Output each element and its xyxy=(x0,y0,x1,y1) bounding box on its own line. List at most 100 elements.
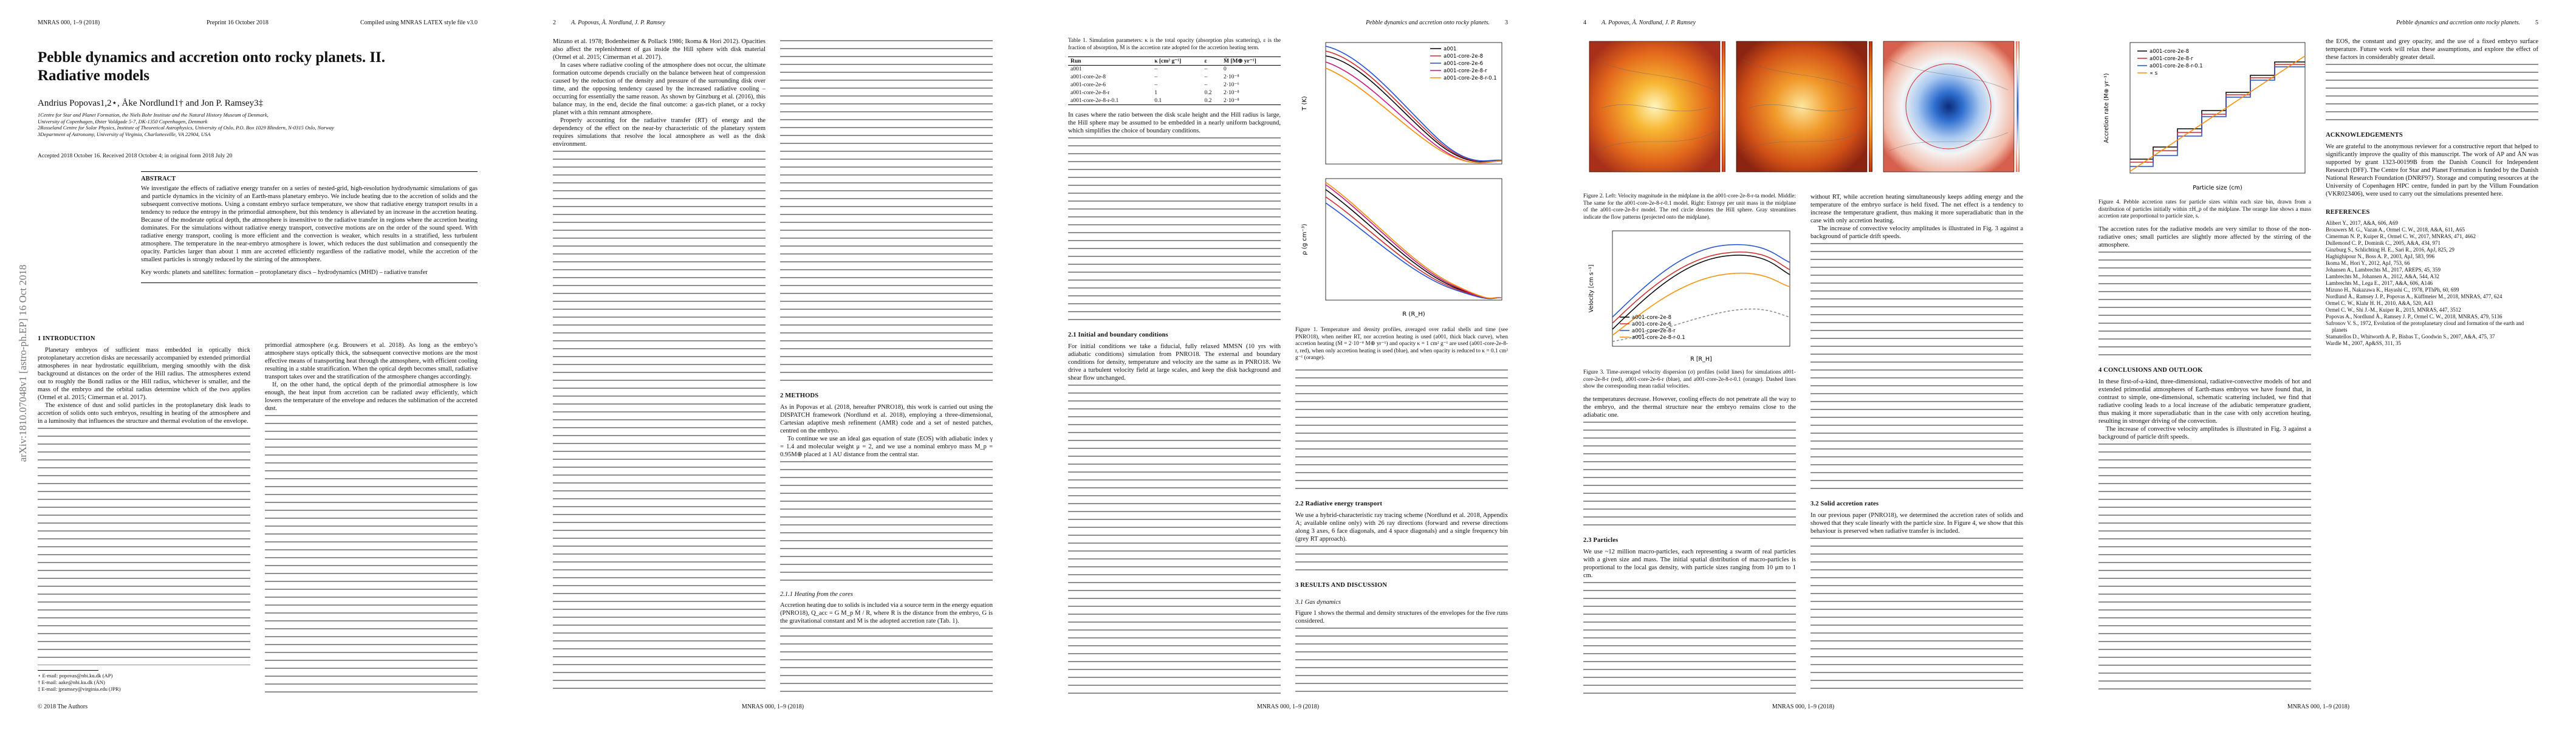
paragraph: We use ~12 million macro-particles, each… xyxy=(1583,548,1796,579)
abstract-text: We investigate the effects of radiative … xyxy=(141,185,478,263)
legend-label: a001-core-2e-8 xyxy=(1632,315,1671,321)
affiliation: University of Copenhagen, Øster Voldgade… xyxy=(38,118,208,125)
table-cell: 0.2 xyxy=(1204,89,1212,96)
paragraph: Properly accounting for the radiative tr… xyxy=(553,117,766,148)
axis-label: R [R_H] xyxy=(1690,356,1712,363)
table-header: κ [cm² g⁻¹] xyxy=(1154,58,1182,64)
column: a001 a001-core-2e-8 a001-core-2e-6 a001-… xyxy=(1295,38,1508,694)
text-lines xyxy=(1295,366,1508,493)
reference: Mizuno H., Nakazawa K., Hayashi C., 1978… xyxy=(2326,287,2459,293)
text-lines xyxy=(2098,248,2311,360)
section-heading: 2 METHODS xyxy=(780,392,819,399)
figure-1: a001 a001-core-2e-8 a001-core-2e-6 a001-… xyxy=(1301,42,1502,318)
page-4: 4 A. Popovas, Å. Nordlund, J. P. Ramsey … xyxy=(1546,0,2061,729)
section-heading: ACKNOWLEDGEMENTS xyxy=(2326,132,2403,139)
table-cell: 0.1 xyxy=(1154,97,1162,104)
page-1: MNRAS 000, 1–9 (2018) Preprint 16 Octobe… xyxy=(0,0,515,729)
legend-label: a001-core-2e-8-r xyxy=(1632,328,1676,334)
journal: MNRAS 000, 1–9 (2018) xyxy=(38,19,100,26)
table-cell: – xyxy=(1154,66,1157,72)
affiliation: 2Rosseland Centre for Solar Physics, Ins… xyxy=(38,125,334,131)
section-heading: 3 RESULTS AND DISCUSSION xyxy=(1295,581,1388,589)
section-heading: 4 CONCLUSIONS AND OUTLOOK xyxy=(2098,366,2203,374)
text-lines xyxy=(1810,535,2023,694)
section-heading: REFERENCES xyxy=(2326,209,2370,216)
paragraph: without RT, while accretion heating simu… xyxy=(1810,194,2023,224)
abstract: ABSTRACT We investigate the effects of r… xyxy=(141,171,478,283)
text-lines xyxy=(265,412,478,693)
table-row: a001-core-2e-8-r 1 0.2 2·10⁻⁸ xyxy=(1068,89,1281,97)
text-lines xyxy=(780,459,993,585)
column: primordial atmosphere (e.g. Brouwers et … xyxy=(265,341,478,693)
table-header: ε xyxy=(1204,58,1207,64)
table-row: a001-core-2e-6 – – 2·10⁻⁶ xyxy=(1068,81,1281,89)
table-cell: – xyxy=(1204,81,1208,88)
axis-label: ρ (g cm⁻³) xyxy=(1301,224,1308,255)
footnotes: ⋆ E-mail: popovas@nbi.ku.dk (AP) † E-mai… xyxy=(38,673,250,693)
reference: Ikoma M., Hori Y., 2012, ApJ, 753, 66 xyxy=(2326,260,2410,266)
figure-caption: Figure 3. Time-averaged velocity dispers… xyxy=(1583,369,1796,389)
table-header: Run xyxy=(1070,58,1081,64)
reference: Ginzburg S., Schlichting H. E., Sari R.,… xyxy=(2326,247,2454,253)
legend-label: a001-core-2e-8-r xyxy=(2150,56,2193,62)
page-5: Pebble dynamics and accretion onto rocky… xyxy=(2061,0,2576,729)
text-lines xyxy=(38,425,250,665)
section-heading: 2.1 Initial and boundary conditions xyxy=(1068,332,1168,338)
legend-label: a001-core-2e-8-r-0.1 xyxy=(2150,63,2203,69)
affiliation: 3Department of Astronomy, University of … xyxy=(38,131,211,137)
footnote: ‡ E-mail: jpramsey@virginia.edu (JPR) xyxy=(38,686,121,692)
affiliation: 1Centre for Star and Planet Formation, t… xyxy=(38,112,269,118)
text-lines xyxy=(1583,579,1796,694)
legend-label: a001-core-2e-8 xyxy=(1444,53,1483,60)
column: a001-core-2e-8 a001-core-2e-8-r a001-cor… xyxy=(2098,38,2311,694)
paragraph: In cases where the ratio between the dis… xyxy=(1068,112,1281,134)
reference: Cimerman N. P., Kuiper R., Ormel C. W., … xyxy=(2326,233,2476,239)
column: Mizuno et al. 1978; Bodenheimer & Pollac… xyxy=(553,38,766,694)
footnote: † E-mail: aake@nbi.ku.dk (ÅN) xyxy=(38,679,105,685)
table-cell: a001-core-2e-8-r-0.1 xyxy=(1070,97,1119,104)
text-lines xyxy=(1295,542,1508,575)
footer: MNRAS 000, 1–9 (2018) xyxy=(741,703,804,710)
reference: Wardle M., 2007, Ap&SS, 311, 35 xyxy=(2326,340,2401,346)
paragraph: To continue we use an ideal gas equation… xyxy=(780,436,993,458)
table-row: a001-core-2e-8-r-0.1 0.1 0.2 2·10⁻⁸ xyxy=(1068,97,1281,105)
page-number: 4 xyxy=(1583,19,1586,26)
table-cell: a001-core-2e-8 xyxy=(1070,74,1106,80)
table-row: a001 – – 0 xyxy=(1068,66,1281,74)
reference: Ormel C. W., Shi J.-M., Kuiper R., 2015,… xyxy=(2326,307,2461,313)
reference: Alibert Y., 2017, A&A, 606, A69 xyxy=(2326,220,2399,226)
authors: Andrius Popovas1,2⋆, Åke Nordlund1† and … xyxy=(38,98,264,108)
footer: MNRAS 000, 1–9 (2018) xyxy=(1256,703,1320,710)
running-head: A. Popovas, Å. Nordlund, J. P. Ramsey xyxy=(571,19,665,26)
table-header: Ṁ [M⊕ yr⁻¹] xyxy=(1224,58,1256,64)
paragraph: Planetary embryos of sufficient mass emb… xyxy=(38,347,250,401)
legend-label: a001-core-2e-6 xyxy=(1632,321,1671,327)
paragraph: Figure 1 shows the thermal and density s… xyxy=(1295,609,1508,625)
figure-caption: Figure 2. Left: Velocity magnitude in th… xyxy=(1583,193,1796,221)
table-cell: 2·10⁻⁸ xyxy=(1224,74,1239,80)
axis-label: T (K) xyxy=(1301,96,1308,111)
reference: Nordlund Å., Ramsey J. P., Popovas A., K… xyxy=(2326,293,2502,299)
figure-4: a001-core-2e-8 a001-core-2e-8-r a001-cor… xyxy=(2103,42,2306,191)
table-cell: 2·10⁻⁸ xyxy=(1224,98,1239,104)
figure-2 xyxy=(1589,41,2019,173)
axis-label: Accretion rate (M⊕ yr⁻¹) xyxy=(2103,74,2110,143)
table-cell: 2·10⁻⁸ xyxy=(1224,90,1239,96)
title: Pebble dynamics and accretion onto rocky… xyxy=(38,49,386,84)
column: Figure 2. Left: Velocity magnitude in th… xyxy=(1583,193,1796,694)
column: 1 INTRODUCTION Planetary embryos of suff… xyxy=(38,328,250,693)
paragraph: In cases where radiative cooling of the … xyxy=(553,62,766,116)
reference: Johansen A., Lambrechts M., 2017, AREPS,… xyxy=(2326,267,2441,273)
preprint: Preprint 16 October 2018 xyxy=(207,19,269,26)
legend-label: a001-core-2e-6 xyxy=(1444,61,1483,67)
column: without RT, while accretion heating simu… xyxy=(1810,193,2023,694)
paragraph: As in Popovas et al. (2018, hereafter PN… xyxy=(780,404,993,434)
axis-label: Velocity [cm s⁻¹] xyxy=(1588,265,1595,313)
reference: Brouwers M. G., Vazan A., Ormel C. W., 2… xyxy=(2326,227,2465,233)
page-number: 3 xyxy=(1505,19,1508,26)
table-cell: – xyxy=(1204,66,1208,72)
paragraph: the temperatures decrease. However, cool… xyxy=(1583,395,1796,419)
legend-label: ∝ s xyxy=(2150,70,2158,77)
paragraph: The increase of convective velocity ampl… xyxy=(1810,225,2023,240)
subsection-heading: 3.1 Gas dynamics xyxy=(1295,598,1341,606)
